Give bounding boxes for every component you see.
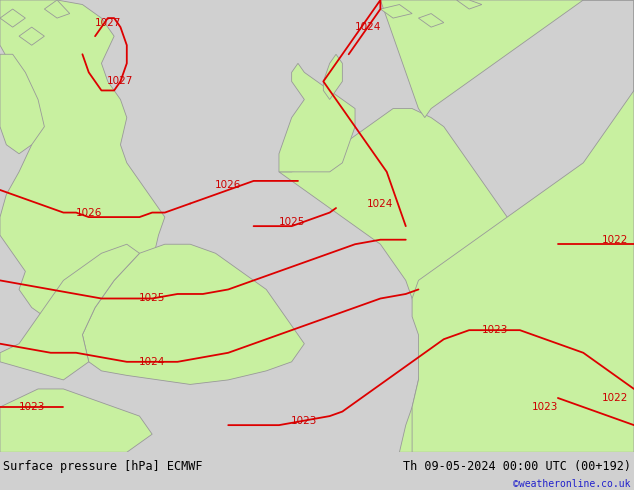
Polygon shape bbox=[279, 63, 355, 172]
Text: 1027: 1027 bbox=[107, 76, 134, 86]
Polygon shape bbox=[0, 9, 25, 27]
Text: 1024: 1024 bbox=[354, 22, 381, 32]
Polygon shape bbox=[19, 27, 44, 45]
Text: 1023: 1023 bbox=[532, 402, 559, 412]
Text: 1025: 1025 bbox=[139, 294, 165, 303]
Text: Th 09-05-2024 00:00 UTC (00+192): Th 09-05-2024 00:00 UTC (00+192) bbox=[403, 460, 631, 473]
Text: 1026: 1026 bbox=[215, 180, 242, 191]
Text: 1026: 1026 bbox=[75, 208, 102, 218]
Polygon shape bbox=[418, 14, 444, 27]
Polygon shape bbox=[279, 109, 545, 452]
Text: 1024: 1024 bbox=[139, 357, 165, 367]
Text: Surface pressure [hPa] ECMWF: Surface pressure [hPa] ECMWF bbox=[3, 460, 203, 473]
Polygon shape bbox=[380, 0, 634, 452]
Text: 1024: 1024 bbox=[367, 198, 394, 209]
Polygon shape bbox=[82, 244, 304, 385]
Polygon shape bbox=[323, 54, 342, 99]
Text: 1023: 1023 bbox=[18, 402, 45, 412]
Text: 1027: 1027 bbox=[94, 18, 121, 27]
Polygon shape bbox=[0, 54, 44, 154]
Text: 1023: 1023 bbox=[291, 416, 318, 426]
Text: 1022: 1022 bbox=[602, 393, 628, 403]
Polygon shape bbox=[0, 244, 139, 380]
Polygon shape bbox=[380, 4, 412, 18]
Text: 1025: 1025 bbox=[278, 217, 305, 226]
Text: 1022: 1022 bbox=[602, 235, 628, 245]
Text: 1023: 1023 bbox=[481, 325, 508, 335]
Polygon shape bbox=[0, 389, 152, 452]
Polygon shape bbox=[456, 0, 482, 9]
Text: ©weatheronline.co.uk: ©weatheronline.co.uk bbox=[514, 479, 631, 490]
Polygon shape bbox=[44, 0, 70, 18]
Polygon shape bbox=[0, 0, 165, 348]
